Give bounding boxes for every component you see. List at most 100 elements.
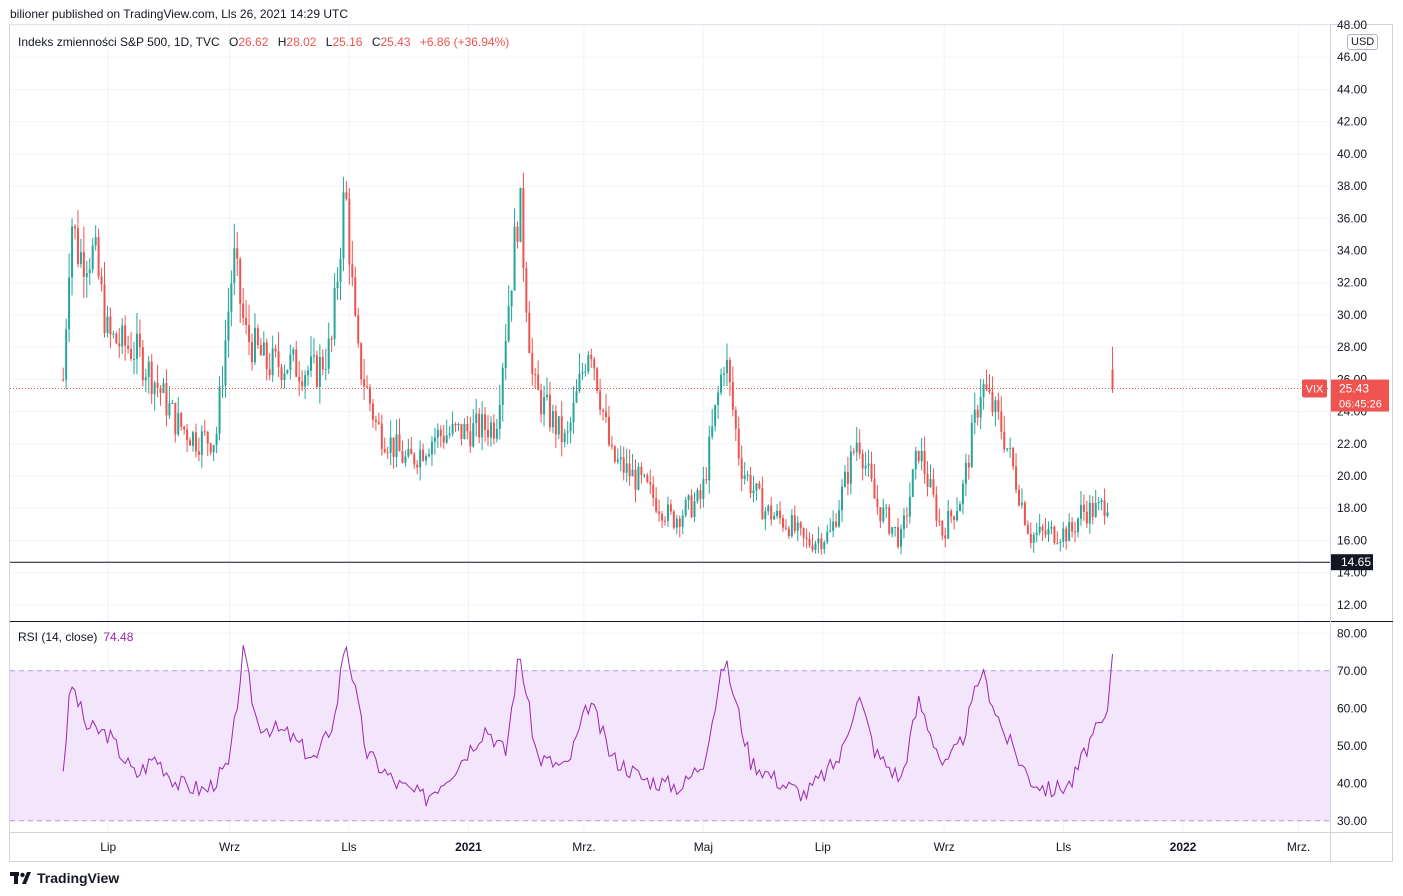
candle-body [560,416,563,443]
candle-body [398,434,401,452]
rsi-legend[interactable]: RSI (14, close) 74.48 [18,630,133,644]
candle-body [419,449,422,468]
candle-body [749,474,752,494]
change-value: +6.86 (+36.94%) [419,35,510,49]
candle-body [790,515,793,537]
candle-body [380,423,383,449]
candle-body [725,360,728,374]
price-axis[interactable]: 12.0014.0016.0018.0020.0022.0024.0026.00… [1337,18,1367,612]
candle-body [174,403,177,435]
high-label: H [277,35,287,49]
last-price-tag [1331,379,1389,412]
candle-body [531,352,534,375]
candle-body [734,409,737,429]
candle-body [528,312,531,353]
candle-body [870,463,873,479]
candle-body [203,431,206,433]
candle-body [321,357,324,370]
candle-body [894,527,897,529]
candle-body [489,422,492,438]
candle-body [304,375,307,387]
price-tick-label: 30.00 [1337,308,1367,322]
candle-body [369,387,372,404]
candle-body [194,432,197,452]
candle-body [495,428,498,439]
candle-body [634,469,637,490]
candle-body [433,437,436,442]
candle-body [147,361,150,378]
candle-body [416,464,419,468]
candle-body [773,516,776,520]
candle-body [740,458,743,479]
close-value: 25.43 [380,35,411,49]
candle-body [280,367,283,381]
candle-body [1044,530,1047,535]
candle-body [1041,526,1044,531]
candle-body [289,354,292,370]
candle-body [374,419,377,422]
candle-body [466,424,469,432]
candle-body [596,368,599,391]
candle-body [1082,504,1085,512]
candle-body [162,383,165,393]
countdown-label: 06:45:26 [1339,399,1382,411]
candle-body [283,373,286,381]
candle-body [307,370,310,376]
open-value: 26.62 [238,35,269,49]
candle-body [1018,489,1021,506]
candle-body [445,435,448,443]
candle-body [731,382,734,410]
candle-body [1103,500,1106,517]
candle-body [802,528,805,538]
candle-body [711,426,714,437]
candle-body [1020,502,1023,506]
high-value: 28.02 [286,35,317,49]
main-legend[interactable]: Indeks zmienności S&P 500, 1D, TVC O26.6… [18,35,509,49]
candle-body [728,360,731,383]
candle-body [351,264,354,278]
price-tick-label: 12.00 [1337,598,1367,612]
footer-branding[interactable]: TradingView [10,870,119,886]
currency-badge[interactable]: USD [1347,34,1379,50]
candle-body [401,451,404,463]
candle-body [357,315,360,344]
candle-body [354,277,357,316]
time-tick-label: Wrz [934,840,955,854]
candle-body [761,488,764,520]
candle-body [602,409,605,412]
candle-body [141,347,144,381]
candle-body [672,511,675,528]
candle-body [548,394,551,428]
candle-body [873,478,876,499]
candle-body [221,385,224,387]
candle-body [540,390,543,415]
candle-body [1091,502,1094,517]
candle-body [481,414,484,438]
candle-body [1012,447,1015,467]
candle-body [71,226,74,278]
candle-body [256,328,259,346]
candle-body [498,404,501,429]
candle-body [891,527,894,534]
candle-body [537,374,540,391]
candle-body [947,510,950,539]
candle-body [377,421,380,424]
candle-body [245,317,248,326]
candle-body [386,452,389,454]
price-tick-label: 44.00 [1337,82,1367,96]
rsi-axis[interactable]: 30.00 40.00 50.00 60.00 70.00 80.00 [1337,626,1367,828]
candle-body [1009,447,1012,449]
candle-body [575,391,578,403]
candle-body [746,474,749,476]
candle-body [702,479,705,500]
candle-body [616,459,619,462]
time-axis[interactable]: Lip Wrz Lls 2021 Mrz. Maj Lip Wrz Lls 2022 Mrz. [100,840,1310,854]
candle-body [1106,512,1109,517]
candle-body [62,379,65,381]
candle-body [581,372,584,374]
candle-body [752,490,755,494]
candle-body [112,333,115,335]
candle-body [448,433,451,436]
price-tick-label: 22.00 [1337,437,1367,451]
